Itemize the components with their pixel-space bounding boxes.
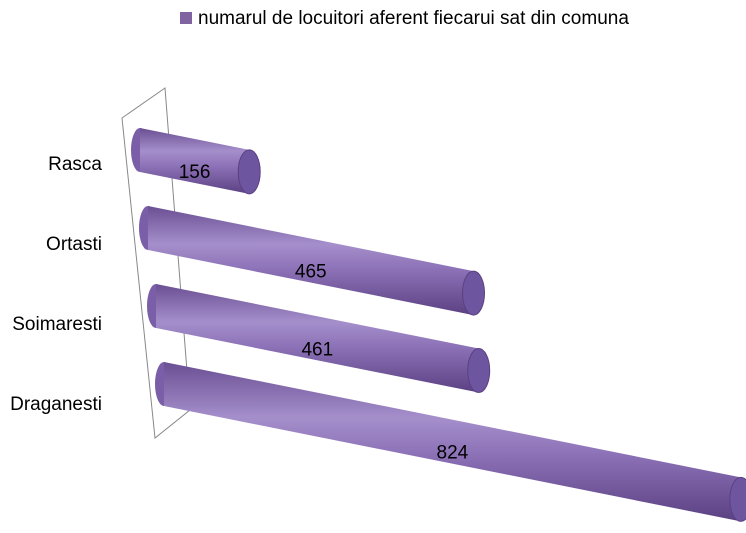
- data-label: 824: [437, 443, 469, 464]
- legend-label: numarul de locuitori aferent fiecarui sa…: [198, 8, 629, 29]
- bar-end: [462, 270, 485, 316]
- y-tick-label: Soimaresti: [12, 314, 102, 335]
- bar-body: [140, 128, 250, 194]
- bar-body: [156, 284, 479, 393]
- bar: [139, 206, 485, 316]
- bar-end: [237, 149, 261, 195]
- bar-body: [148, 206, 474, 316]
- data-label: 156: [179, 162, 211, 183]
- y-tick-label: Ortasti: [46, 234, 102, 255]
- bar-end: [729, 476, 746, 522]
- legend-swatch: [180, 12, 192, 24]
- bar: [155, 362, 746, 522]
- y-tick-label: Draganesti: [10, 394, 102, 415]
- bar: [147, 284, 491, 394]
- data-label: 465: [295, 262, 327, 283]
- bar: [131, 128, 261, 195]
- bar-end: [467, 348, 491, 394]
- y-tick-label: Rasca: [48, 154, 102, 175]
- data-label: 461: [301, 339, 333, 360]
- bar-body: [164, 362, 741, 522]
